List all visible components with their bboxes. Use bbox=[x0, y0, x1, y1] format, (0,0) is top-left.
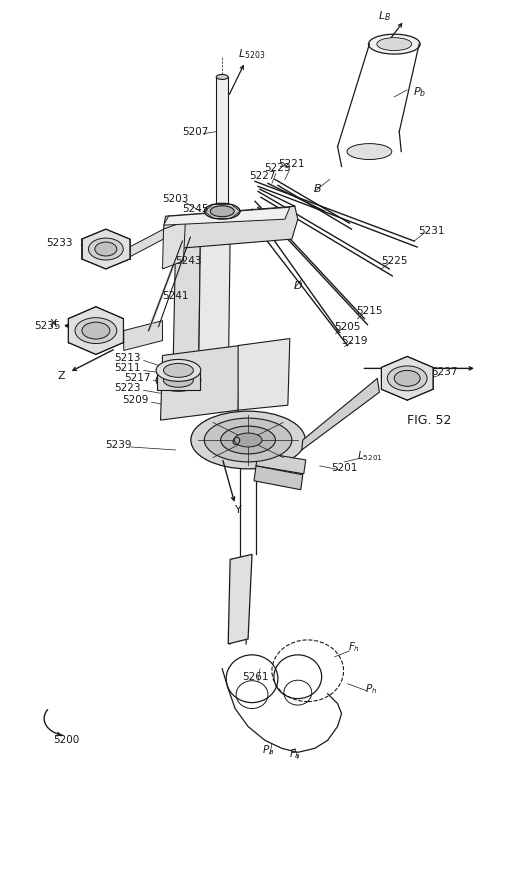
Text: $P_h$: $P_h$ bbox=[365, 682, 378, 696]
Text: 5231: 5231 bbox=[418, 226, 444, 236]
Polygon shape bbox=[238, 339, 290, 410]
Text: 5241: 5241 bbox=[162, 291, 189, 301]
Text: 5200: 5200 bbox=[53, 736, 79, 745]
Text: 5219: 5219 bbox=[341, 335, 368, 346]
Text: 5215: 5215 bbox=[356, 306, 383, 316]
Ellipse shape bbox=[216, 74, 228, 79]
Text: 5223: 5223 bbox=[114, 384, 140, 393]
Polygon shape bbox=[163, 206, 298, 249]
Ellipse shape bbox=[156, 360, 201, 381]
Ellipse shape bbox=[204, 418, 292, 462]
Text: FIG. 52: FIG. 52 bbox=[407, 414, 451, 427]
Ellipse shape bbox=[368, 34, 420, 54]
Text: 5221: 5221 bbox=[279, 160, 305, 169]
Polygon shape bbox=[173, 243, 200, 399]
Polygon shape bbox=[302, 378, 380, 450]
Text: 5203: 5203 bbox=[162, 194, 189, 205]
Text: 5201: 5201 bbox=[331, 463, 358, 473]
Polygon shape bbox=[163, 207, 290, 225]
Ellipse shape bbox=[394, 370, 420, 386]
Text: $L_B$: $L_B$ bbox=[378, 10, 391, 23]
Text: $L_{5201}$: $L_{5201}$ bbox=[357, 449, 382, 463]
Text: 5227: 5227 bbox=[249, 171, 275, 182]
Text: $L_{5203}$: $L_{5203}$ bbox=[238, 47, 266, 61]
Text: 5261: 5261 bbox=[242, 672, 268, 682]
Ellipse shape bbox=[210, 206, 234, 217]
Polygon shape bbox=[228, 555, 252, 644]
Ellipse shape bbox=[163, 363, 193, 377]
Text: D: D bbox=[293, 280, 302, 291]
Ellipse shape bbox=[156, 370, 201, 392]
Text: 5229: 5229 bbox=[265, 163, 291, 174]
Polygon shape bbox=[163, 221, 186, 269]
Polygon shape bbox=[198, 236, 230, 399]
Text: $P_a$: $P_a$ bbox=[262, 744, 274, 758]
Ellipse shape bbox=[191, 411, 305, 469]
Ellipse shape bbox=[234, 433, 262, 447]
Text: 5225: 5225 bbox=[381, 256, 408, 266]
Text: 5213: 5213 bbox=[114, 354, 140, 363]
Ellipse shape bbox=[347, 144, 392, 160]
Text: 5209: 5209 bbox=[122, 395, 149, 405]
Ellipse shape bbox=[216, 213, 228, 219]
Text: B: B bbox=[314, 184, 321, 194]
Text: Z: Z bbox=[57, 371, 65, 381]
Ellipse shape bbox=[377, 38, 412, 50]
Ellipse shape bbox=[95, 242, 117, 256]
Text: Y: Y bbox=[235, 505, 241, 514]
Ellipse shape bbox=[220, 426, 276, 454]
Text: 5243: 5243 bbox=[175, 256, 202, 266]
Polygon shape bbox=[126, 229, 163, 259]
Text: 5245: 5245 bbox=[182, 205, 209, 214]
Ellipse shape bbox=[204, 203, 240, 220]
Polygon shape bbox=[124, 321, 163, 350]
Text: O: O bbox=[232, 437, 241, 447]
Polygon shape bbox=[161, 346, 240, 420]
Polygon shape bbox=[82, 229, 130, 269]
Text: 5217: 5217 bbox=[124, 373, 151, 384]
Text: 5237: 5237 bbox=[431, 368, 457, 377]
Text: $F_h$: $F_h$ bbox=[348, 640, 360, 654]
Polygon shape bbox=[254, 466, 303, 490]
Ellipse shape bbox=[163, 373, 193, 387]
Polygon shape bbox=[68, 307, 123, 355]
Text: 5239: 5239 bbox=[106, 440, 132, 450]
Ellipse shape bbox=[387, 366, 427, 391]
Text: X: X bbox=[49, 318, 57, 329]
Text: 5233: 5233 bbox=[46, 238, 73, 248]
Polygon shape bbox=[256, 452, 306, 474]
Text: $F_a$: $F_a$ bbox=[289, 747, 301, 761]
Text: $P_b$: $P_b$ bbox=[412, 85, 426, 99]
Polygon shape bbox=[157, 370, 200, 390]
Polygon shape bbox=[381, 356, 433, 400]
Text: 5235: 5235 bbox=[34, 321, 61, 331]
Text: 5205: 5205 bbox=[334, 322, 361, 332]
Polygon shape bbox=[216, 77, 228, 216]
Ellipse shape bbox=[75, 318, 117, 343]
Text: 5207: 5207 bbox=[182, 127, 209, 137]
Ellipse shape bbox=[82, 322, 110, 339]
Text: 5211: 5211 bbox=[114, 363, 140, 373]
Ellipse shape bbox=[88, 238, 123, 260]
